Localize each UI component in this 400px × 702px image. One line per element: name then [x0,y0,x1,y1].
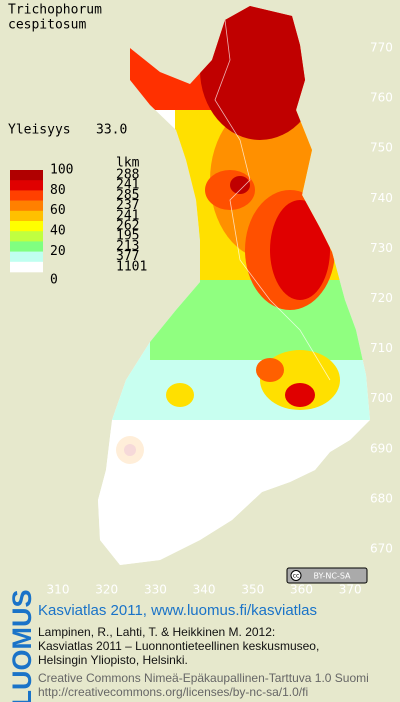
northing-label: 740 [370,191,393,205]
legend-swatch [10,210,43,222]
legend-scale-label: 0 [50,272,58,287]
legend-scale-label: 60 [50,203,66,218]
northing-label: 700 [370,391,393,405]
northing-label: 670 [370,542,393,556]
legend-count: 213 [116,239,139,254]
legend-swatch [10,170,43,181]
easting-label: 350 [241,583,264,597]
northing-label: 770 [370,41,393,55]
legend-count: 285 [116,188,139,203]
legend-count: 1101 [116,259,147,274]
easting-label: 360 [290,583,313,597]
easting-label: 330 [144,583,167,597]
license-line: Creative Commons Nimeä-Epäkaupallinen-Ta… [38,671,369,685]
species-name: cespitosum [8,18,86,33]
legend-swatch [10,190,43,201]
license-line: http://creativecommons.org/licenses/by-n… [38,685,308,699]
legend-swatch [10,231,43,242]
legend-swatch [10,241,43,252]
legend-swatch [10,251,43,263]
legend-count: 237 [116,198,139,213]
northing-label: 710 [370,341,393,355]
legend-swatch [10,221,43,232]
frequency-value: 33.0 [96,123,127,138]
citation-line: Lampinen, R., Lahti, T. & Heikkinen M. 2… [38,625,275,639]
legend-swatch [10,200,43,212]
legend-swatch [10,261,43,273]
legend-scale-label: 20 [50,244,66,259]
legend-count: 288 [116,168,139,183]
northing-label: 750 [370,141,393,155]
legend-count: 377 [116,249,139,264]
northing-label: 720 [370,291,393,305]
easting-label: 340 [193,583,216,597]
citation-line: Helsingin Yliopisto, Helsinki. [38,653,188,667]
easting-label: 310 [47,583,70,597]
species-name: Trichophorum [8,3,102,18]
map [98,6,370,565]
northing-label: 680 [370,491,393,505]
count-header: lkm [116,156,140,171]
logo: LUOMUS [7,590,37,702]
legend-scale-label: 100 [50,163,73,178]
northing-label: 760 [370,91,393,105]
legend-swatch [10,180,43,191]
legend-count: 195 [116,229,139,244]
northing-label: 690 [370,441,393,455]
easting-label: 320 [95,583,118,597]
svg-text:cc: cc [293,573,300,580]
legend-count: 241 [116,178,139,193]
legend-count: 241 [116,208,139,223]
legend-scale-label: 40 [50,224,66,239]
coordinate-labels: 770 760 750 740 730 720 710 700 690 680 670 310 320 3… [47,41,393,597]
license-badge: cc BY-NC-SA [286,567,368,584]
easting-label: 370 [339,583,362,597]
northing-label: 730 [370,241,393,255]
frequency-label: Yleisyys [8,123,71,138]
citation-line: Kasviatlas 2011 – Luonnontieteellinen ke… [38,639,319,653]
legend: 2882412852372412621952133771101100806040… [10,163,147,287]
legend-scale-label: 80 [50,183,66,198]
legend-count: 262 [116,219,139,234]
footer-heading: Kasviatlas 2011, www.luomus.fi/kasviatla… [38,602,317,619]
badge-text: BY-NC-SA [313,572,351,581]
